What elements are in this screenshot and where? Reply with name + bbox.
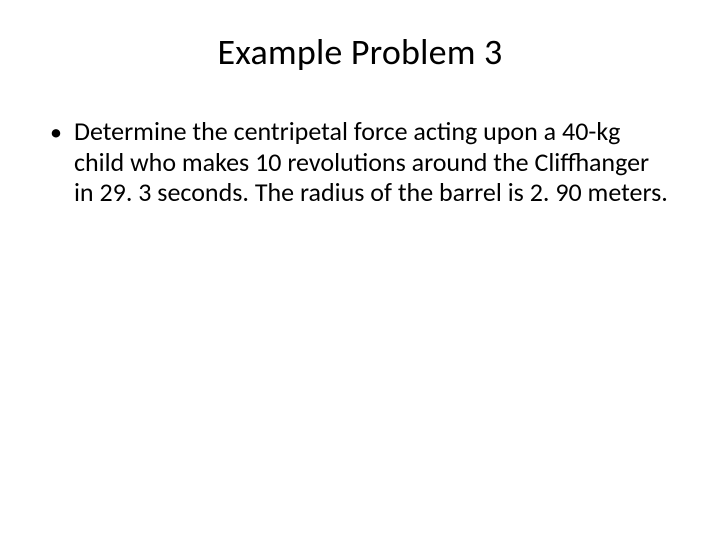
- slide-container: Example Problem 3 • Determine the centri…: [0, 0, 720, 540]
- bullet-marker: •: [50, 116, 62, 150]
- bullet-item: • Determine the centripetal force acting…: [50, 116, 670, 208]
- body-area: • Determine the centripetal force acting…: [40, 116, 680, 208]
- slide-title: Example Problem 3: [40, 30, 680, 74]
- bullet-text: Determine the centripetal force acting u…: [74, 116, 670, 208]
